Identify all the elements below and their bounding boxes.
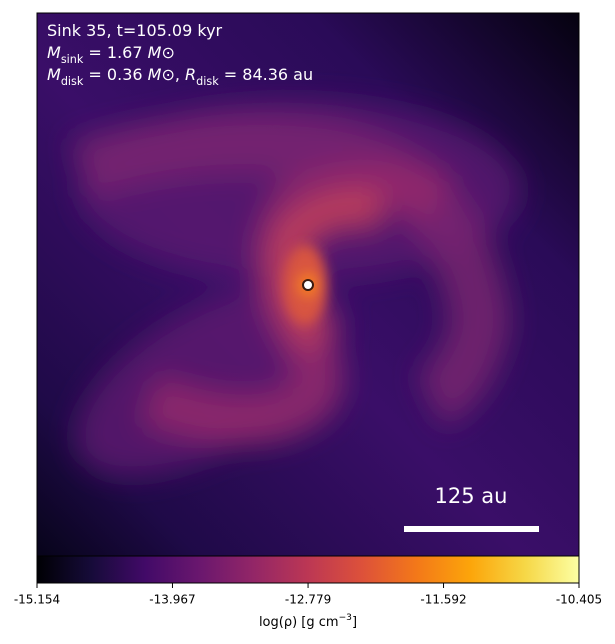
text-part: ⊙ <box>161 43 174 62</box>
text-part: = 1.67 <box>83 43 147 62</box>
text-part: = 84.36 au <box>219 65 313 84</box>
text-part: Sink 35, t=105.09 kyr <box>47 21 223 40</box>
text-part: M <box>148 43 162 62</box>
text-part: = 0.36 <box>83 65 147 84</box>
text-part: log(ρ) [g cm <box>259 615 339 630</box>
text-part: sink <box>61 53 84 66</box>
tick-label: -11.592 <box>420 593 466 607</box>
text-part: −3 <box>339 613 353 623</box>
text-part: M <box>47 43 61 62</box>
text-part: ] <box>352 615 357 630</box>
colorbar <box>36 555 580 584</box>
colorbar-label: log(ρ) [g cm−3] <box>259 613 357 630</box>
tick-label: -12.779 <box>285 593 331 607</box>
tick-label: -10.405 <box>556 593 602 607</box>
tick-label: -13.967 <box>149 593 195 607</box>
text-part: ⊙ <box>161 65 174 84</box>
annotation: Msink = 1.67 M⊙ <box>47 43 175 66</box>
sink-marker <box>302 279 314 291</box>
annotation: Sink 35, t=105.09 kyr <box>47 21 223 40</box>
text-part: M <box>47 65 61 84</box>
annotation: Mdisk = 0.36 M⊙, Rdisk = 84.36 au <box>47 65 313 88</box>
text-part: , <box>175 65 185 84</box>
tick-label: -15.154 <box>14 593 60 607</box>
density-image <box>37 13 579 556</box>
text-part: M <box>148 65 162 84</box>
scale-bar-label: 125 au <box>435 484 508 508</box>
text-part: disk <box>61 75 84 88</box>
text-part: R <box>185 65 196 84</box>
text-part: disk <box>196 75 219 88</box>
